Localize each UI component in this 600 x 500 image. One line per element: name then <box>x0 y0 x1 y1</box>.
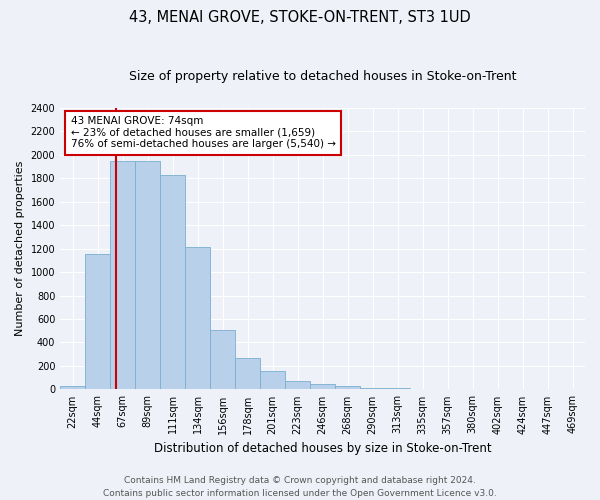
Bar <box>110 160 135 390</box>
Y-axis label: Number of detached properties: Number of detached properties <box>15 161 25 336</box>
Bar <box>335 386 360 390</box>
Bar <box>410 389 435 390</box>
Bar <box>235 358 260 390</box>
Bar <box>210 330 235 390</box>
Bar <box>135 160 160 390</box>
Bar <box>285 380 310 390</box>
X-axis label: Distribution of detached houses by size in Stoke-on-Trent: Distribution of detached houses by size … <box>154 442 491 455</box>
Bar <box>385 388 410 390</box>
Text: Contains HM Land Registry data © Crown copyright and database right 2024.
Contai: Contains HM Land Registry data © Crown c… <box>103 476 497 498</box>
Bar <box>160 174 185 390</box>
Bar <box>85 254 110 390</box>
Title: Size of property relative to detached houses in Stoke-on-Trent: Size of property relative to detached ho… <box>129 70 517 83</box>
Bar <box>260 371 285 390</box>
Bar <box>185 248 210 390</box>
Bar <box>360 388 385 390</box>
Bar <box>310 384 335 390</box>
Text: 43 MENAI GROVE: 74sqm
← 23% of detached houses are smaller (1,659)
76% of semi-d: 43 MENAI GROVE: 74sqm ← 23% of detached … <box>71 116 335 150</box>
Text: 43, MENAI GROVE, STOKE-ON-TRENT, ST3 1UD: 43, MENAI GROVE, STOKE-ON-TRENT, ST3 1UD <box>129 10 471 25</box>
Bar <box>60 386 85 390</box>
